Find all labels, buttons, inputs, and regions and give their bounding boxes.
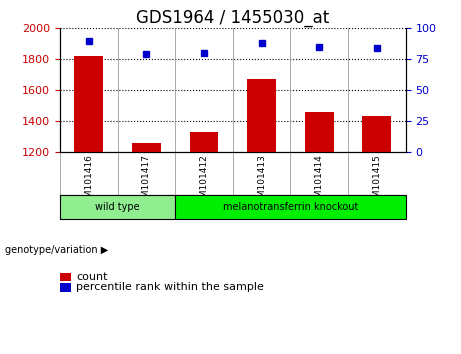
Bar — [175, 195, 406, 219]
Text: count: count — [76, 272, 107, 282]
Bar — [132, 143, 161, 152]
Text: GSM101415: GSM101415 — [372, 154, 381, 209]
Title: GDS1964 / 1455030_at: GDS1964 / 1455030_at — [136, 9, 330, 27]
Bar — [74, 56, 103, 152]
Bar — [362, 116, 391, 152]
Text: GSM101413: GSM101413 — [257, 154, 266, 209]
Text: GSM101417: GSM101417 — [142, 154, 151, 209]
Bar — [60, 195, 175, 219]
Text: percentile rank within the sample: percentile rank within the sample — [76, 282, 264, 292]
Bar — [305, 112, 334, 152]
Text: GSM101412: GSM101412 — [200, 154, 208, 209]
Text: wild type: wild type — [95, 202, 140, 212]
Text: melanotransferrin knockout: melanotransferrin knockout — [223, 202, 358, 212]
Text: genotype/variation ▶: genotype/variation ▶ — [5, 245, 108, 255]
Bar — [189, 132, 219, 152]
Bar — [247, 79, 276, 152]
Text: GSM101414: GSM101414 — [315, 154, 324, 209]
Text: GSM101416: GSM101416 — [84, 154, 93, 209]
